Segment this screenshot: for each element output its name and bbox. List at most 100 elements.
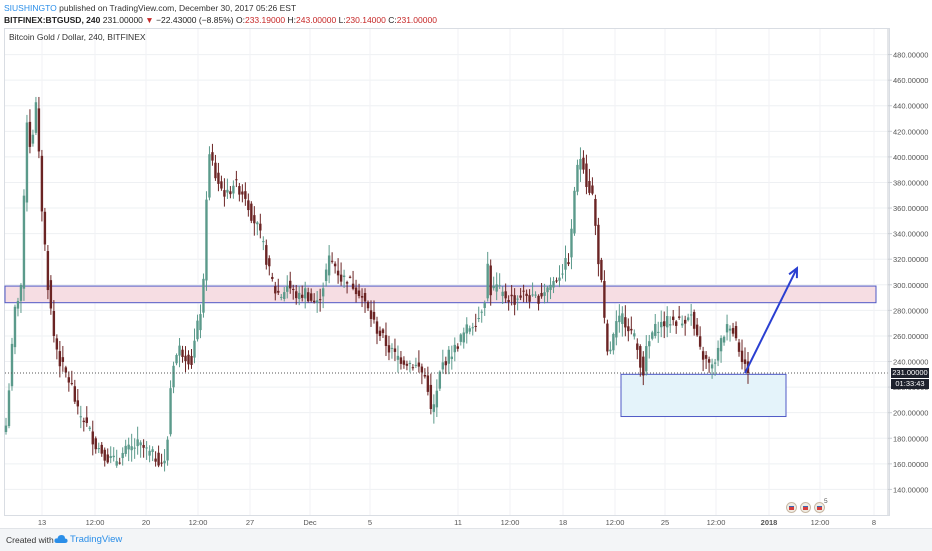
candle-up <box>22 195 26 289</box>
candle-down <box>76 400 80 407</box>
y-tick-label: 280.00000 <box>893 306 928 315</box>
grid-lines <box>5 29 888 515</box>
candle-up <box>172 365 175 388</box>
author-link[interactable]: SIUSHINGTO <box>4 3 57 13</box>
candle-down <box>363 292 367 302</box>
candle-down <box>402 360 406 365</box>
us-flag-icon[interactable] <box>800 502 811 513</box>
candle-down <box>238 186 241 195</box>
candle-down <box>103 449 106 461</box>
candle-up <box>534 294 537 296</box>
y-tick-label: 420.00000 <box>893 127 928 136</box>
candle-up <box>612 334 615 351</box>
candle-up <box>202 278 205 313</box>
candle-down <box>411 367 415 369</box>
candle-down <box>100 444 103 454</box>
candle-up <box>4 425 8 432</box>
candle-up <box>10 343 14 387</box>
event-badges[interactable]: 5 <box>786 498 828 513</box>
candle-up <box>321 288 325 297</box>
candle-down <box>160 462 163 464</box>
candle-up <box>115 461 118 466</box>
candle-up <box>441 362 445 370</box>
y-tick-label: 160.00000 <box>893 460 928 469</box>
tradingview-link[interactable]: TradingView <box>70 534 123 545</box>
y-tick-label: 440.00000 <box>893 102 928 111</box>
candle-up <box>97 448 100 450</box>
candle-up <box>166 439 169 461</box>
candle-up <box>453 344 456 353</box>
candle-up <box>256 222 259 225</box>
candle-down <box>510 294 513 297</box>
candle-down <box>677 316 681 318</box>
zones-layer <box>4 285 877 418</box>
candle-down <box>642 356 645 376</box>
candle-down <box>704 355 708 359</box>
x-tick-label: 5 <box>368 518 372 527</box>
candle-down <box>525 293 528 297</box>
candle-up <box>477 317 480 319</box>
high-label: H: <box>287 15 297 25</box>
candle-up <box>438 371 442 389</box>
candle-down <box>507 299 510 302</box>
candle-down <box>157 452 160 466</box>
y-tick-label: 480.00000 <box>893 51 928 60</box>
candle-up <box>716 347 720 361</box>
candle-up <box>579 159 582 170</box>
candle-down <box>585 163 588 187</box>
candle-up <box>618 315 621 323</box>
candle-down <box>375 321 379 334</box>
candle-up <box>145 447 148 449</box>
candle-up <box>680 323 684 326</box>
candle-up <box>459 334 462 342</box>
candle-down <box>513 295 516 305</box>
chart-panel[interactable] <box>4 28 890 516</box>
candle-down <box>28 121 32 147</box>
candle-up <box>722 336 726 343</box>
price-chart[interactable]: 140.00000160.00000180.00000200.00000220.… <box>0 0 932 528</box>
y-tick-label: 180.00000 <box>893 434 928 443</box>
candle-down <box>588 181 591 193</box>
candle-up <box>226 189 229 193</box>
change-value: −22.43000 (−8.85%) <box>156 15 234 25</box>
candle-down <box>292 288 295 290</box>
candle-down <box>106 454 109 463</box>
candle-down <box>567 262 570 265</box>
us-flag-icon[interactable] <box>786 502 797 513</box>
candle-up <box>483 303 486 308</box>
candle-down <box>64 367 68 373</box>
candle-up <box>124 445 127 454</box>
candle-down <box>519 295 522 298</box>
candles-layer <box>4 96 750 472</box>
candle-down <box>43 211 47 245</box>
x-tick-label: 13 <box>38 518 46 527</box>
candle-down <box>372 311 376 320</box>
candle-down <box>369 310 373 319</box>
candle-down <box>528 295 531 302</box>
candle-down <box>354 287 358 295</box>
candle-up <box>480 311 483 313</box>
candle-down <box>627 326 630 332</box>
candle-up <box>31 134 35 144</box>
candle-down <box>423 374 427 377</box>
candle-up <box>112 455 115 458</box>
candle-up <box>686 317 690 321</box>
candle-down <box>594 198 597 226</box>
candle-down <box>40 155 44 212</box>
footer-bar: Created with TradingView <box>0 528 932 551</box>
candle-down <box>381 329 385 334</box>
candle-up <box>169 388 172 435</box>
candle-up <box>315 300 319 303</box>
candle-down <box>603 280 606 318</box>
candle-down <box>241 191 244 195</box>
candle-up <box>193 340 196 358</box>
resistance-zone <box>4 285 877 304</box>
tradingview-cloud-icon[interactable] <box>54 533 68 545</box>
x-tick-label: 11 <box>454 518 462 527</box>
us-flag-icon[interactable] <box>814 502 825 513</box>
candle-down <box>737 342 741 352</box>
candle-up <box>645 346 648 372</box>
candle-up <box>16 300 20 309</box>
candle-up <box>13 306 17 348</box>
candle-down <box>271 276 274 279</box>
